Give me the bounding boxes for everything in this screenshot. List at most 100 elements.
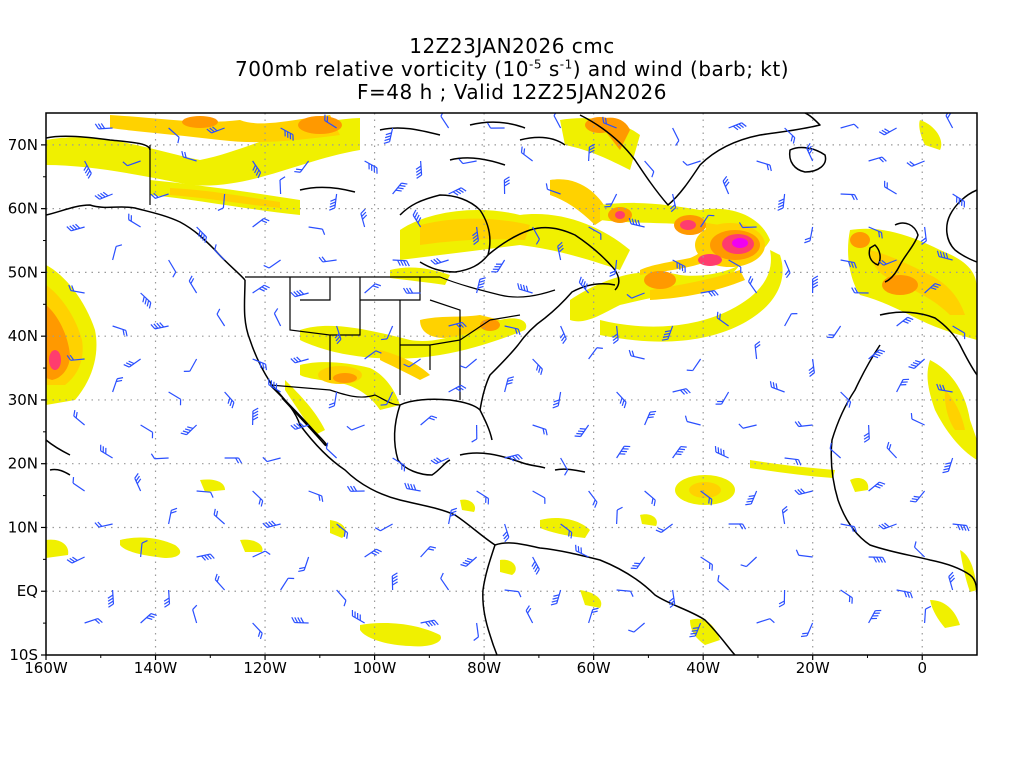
wind-barb [325,442,338,459]
wind-barb [168,507,178,525]
wind-barb [94,191,113,200]
wind-barb [273,308,282,327]
wind-barb [308,226,326,235]
wind-barb [812,275,819,294]
political-boundaries [149,145,556,406]
wind-barb [795,549,813,558]
wind-barb [94,123,113,130]
wind-barb [72,477,85,492]
lat-label-20N: 20N [8,455,38,473]
wind-barb [525,605,534,624]
lon-label-40W: 40W [686,659,720,677]
wind-barb [560,457,569,476]
wind-barb [420,415,438,426]
wind-barb [868,609,882,624]
wind-barb [214,244,226,261]
wind-barb [213,508,226,525]
wind-barb [578,276,590,294]
wind-barb [68,284,85,294]
wind-barb [380,391,394,406]
wind-barb [66,556,85,564]
wind-barb [252,160,262,179]
wind-barb [491,259,506,273]
wind-barb [784,259,791,279]
wind-barb [728,523,747,530]
wind-barb [214,573,226,591]
title-variable-text: 700mb relative vorticity (10 [234,57,530,81]
wind-barb [448,187,467,196]
wind-barb [252,622,263,640]
wind-barb [952,193,966,208]
vorticity-area-north-atlantic [570,117,783,342]
wind-barb [448,321,467,329]
wind-barb [324,114,337,129]
coast-labrador [487,226,620,291]
vorticity-area-labrador [400,117,640,270]
wind-barb [952,325,966,340]
wind-barb [252,358,268,371]
vorticity-area-europe [848,120,977,460]
wind-barb [756,618,775,624]
wind-barb [298,556,310,573]
wind-barb [924,605,932,624]
wind-barb [196,490,214,498]
wind-barb [609,259,618,277]
wind-barb [588,143,596,162]
wind-barb [502,523,510,543]
wind-barb [616,506,623,525]
wind-barb [476,277,486,294]
coast-greenland [579,113,821,206]
wind-barb [66,354,85,361]
wind-barb [334,325,342,345]
wind-barb [430,257,449,265]
wind-barb [392,182,408,195]
wind-barb [517,283,533,294]
wind-barb [545,183,561,195]
wind-barb [745,490,758,506]
wind-barb [784,127,796,144]
wind-barb [290,356,309,364]
title-line-date-model: 12Z23JAN2026 cmc [409,34,615,58]
wind-barb [66,223,85,232]
wind-barb [150,322,169,330]
wind-barb [128,213,141,228]
wind-barb [291,616,309,624]
coast-caribbean-islands [459,452,586,473]
title-unit-text: s [541,57,560,81]
wind-barb [913,541,926,558]
wind-barb [107,589,115,608]
wind-barb [448,384,467,393]
wind-barb [672,388,691,395]
wind-barb [351,610,365,624]
wind-barb [403,287,421,294]
wind-barb [777,193,786,211]
lon-label-0: 0 [917,659,927,677]
wind-barb [476,490,490,505]
wind-barb [252,490,264,507]
wind-barb [616,589,634,597]
title-exponent-2: -1 [559,57,573,72]
border-us-mexico [269,384,401,406]
wind-barb [532,226,540,245]
wind-barb [472,226,479,245]
wind-barb [886,441,898,459]
wind-barb [263,259,281,269]
wind-barb [550,589,562,606]
wind-barb [381,325,394,341]
wind-barb [140,292,152,309]
wind-barb [784,457,802,466]
wind-barb [616,445,631,459]
wind-barb [364,350,382,360]
wind-barb [112,325,128,337]
wind-barb [728,122,747,131]
wind-barb [532,490,546,504]
wind-barb [150,453,169,460]
wind-barb [588,347,603,360]
wind-barb [290,289,309,298]
coast-west-pacific [46,439,71,476]
wind-barb [224,457,243,464]
wind-barb [840,523,857,533]
border-us-canada [245,276,556,298]
wind-barb [520,146,533,162]
title-line-variable: 700mb relative vorticity (10-5 s-1) and … [0,57,1024,81]
